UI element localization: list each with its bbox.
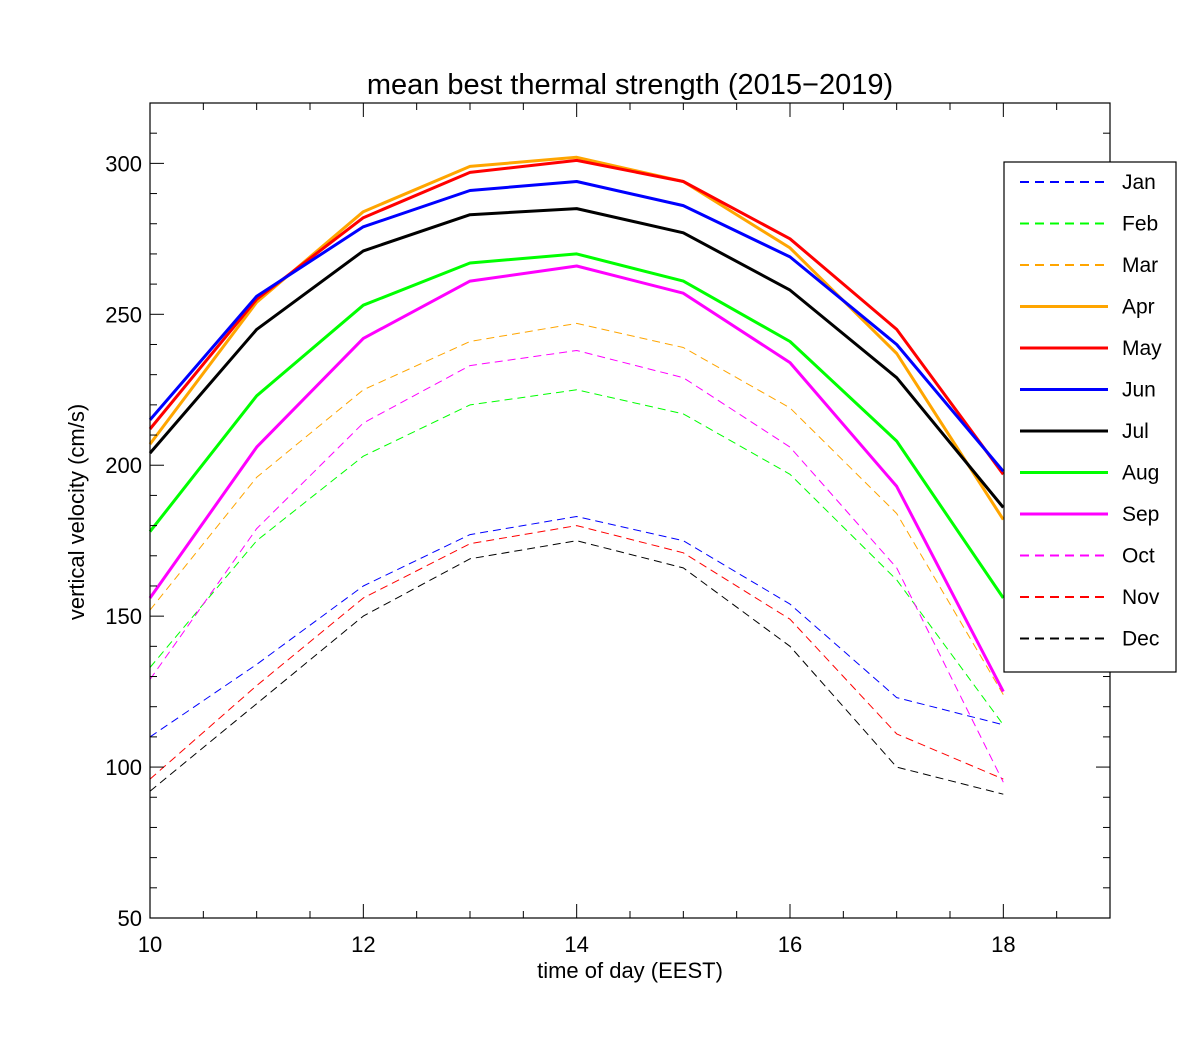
series-line-feb [149, 389, 1004, 726]
series-line-nov [149, 525, 1004, 780]
y-tick-label: 50 [118, 906, 142, 931]
y-tick-label: 250 [105, 302, 142, 327]
series-line-oct [149, 350, 1004, 783]
legend: Jan Feb Mar Apr May Jun Jul Aug Sep Oct Nov Dec [1003, 161, 1177, 673]
y-axis-title: vertical velocity (cm/s) [64, 404, 89, 620]
y-tick-label: 100 [105, 755, 142, 780]
y-tick-label: 150 [105, 604, 142, 629]
legend-label-feb: Feb [1122, 213, 1158, 236]
y-tick-label: 200 [105, 453, 142, 478]
legend-label-oct: Oct [1122, 545, 1155, 568]
x-tick-label: 16 [778, 932, 802, 957]
legend-label-sep: Sep [1122, 503, 1159, 526]
series-line-jun [148, 180, 1005, 473]
x-axis-title: time of day (EEST) [537, 958, 723, 983]
y-tick-label: 300 [105, 151, 142, 176]
series-line-aug [148, 252, 1005, 599]
legend-box [1003, 161, 1177, 673]
legend-label-mar: Mar [1122, 254, 1158, 277]
series-line-jul [148, 207, 1005, 509]
legend-label-jul: Jul [1122, 420, 1149, 443]
x-tick-label: 14 [564, 932, 588, 957]
legend-label-jun: Jun [1122, 379, 1156, 402]
series-line-jan [149, 516, 1004, 738]
series-line-dec [149, 540, 1004, 795]
x-tick-label: 12 [351, 932, 375, 957]
series-line-sep [148, 264, 1005, 693]
legend-label-jan: Jan [1122, 171, 1156, 194]
plot-area [148, 155, 1005, 795]
legend-label-may: May [1122, 337, 1162, 360]
legend-label-apr: Apr [1122, 296, 1155, 319]
legend-label-dec: Dec [1122, 628, 1159, 651]
series-line-mar [149, 322, 1004, 695]
x-tick-label: 10 [138, 932, 162, 957]
legend-label-aug: Aug [1122, 462, 1159, 485]
legend-label-nov: Nov [1122, 586, 1160, 609]
x-tick-label: 18 [991, 932, 1015, 957]
chart-title: mean best thermal strength (2015−2019) [367, 69, 893, 101]
